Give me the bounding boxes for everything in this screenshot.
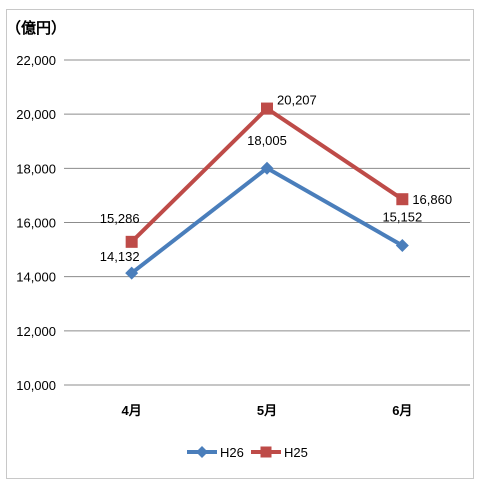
data-label: 15,286 xyxy=(100,211,140,226)
x-tick-label: 4月 xyxy=(122,403,142,418)
y-tick-label: 16,000 xyxy=(16,216,56,231)
y-tick-label: 18,000 xyxy=(16,161,56,176)
data-label: 15,152 xyxy=(382,209,422,224)
y-tick-label: 22,000 xyxy=(16,53,56,68)
data-label: 14,132 xyxy=(100,249,140,264)
series-layer xyxy=(125,102,409,280)
y-axis-tick-labels: 10,000 12,000 14,000 16,000 18,000 20,000 22,0… xyxy=(16,53,56,393)
data-point-marker xyxy=(125,235,138,248)
x-tick-label: 6月 xyxy=(392,403,412,418)
data-point-marker xyxy=(396,193,409,206)
x-axis-tick-labels: 4月 5月 6月 xyxy=(122,403,413,418)
data-point-marker xyxy=(260,446,272,458)
data-point-marker xyxy=(261,102,273,115)
y-tick-label: 12,000 xyxy=(16,324,56,339)
legend-label-h25: H25 xyxy=(284,445,308,460)
legend-label-h26: H26 xyxy=(220,445,244,460)
x-tick-label: 5月 xyxy=(257,403,277,418)
data-point-marker xyxy=(125,266,139,280)
data-point-marker xyxy=(395,238,409,252)
y-tick-label: 10,000 xyxy=(16,378,56,393)
data-point-marker xyxy=(196,446,208,458)
y-tick-label: 14,000 xyxy=(16,270,56,285)
data-label: 20,207 xyxy=(277,93,317,108)
legend: H26 H25 xyxy=(187,445,308,460)
y-unit-label: （億円） xyxy=(6,19,66,37)
data-labels: 14,132 18,005 15,152 15,286 20,207 16,860 xyxy=(100,93,452,265)
data-label: 16,860 xyxy=(412,192,452,207)
data-point-marker xyxy=(260,161,274,175)
data-label: 18,005 xyxy=(247,133,287,148)
y-tick-label: 20,000 xyxy=(16,107,56,122)
chart-border xyxy=(6,9,474,479)
